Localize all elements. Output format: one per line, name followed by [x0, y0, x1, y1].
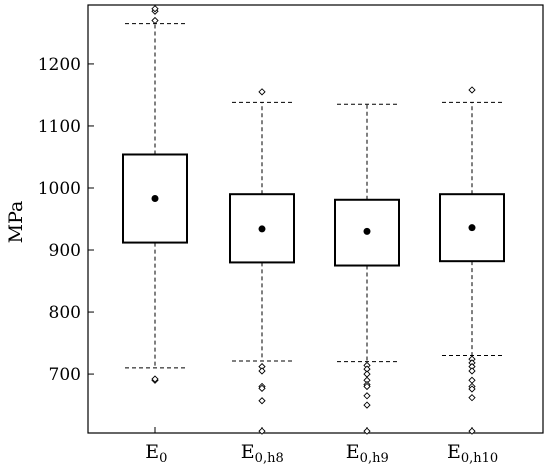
- outlier-point: [468, 385, 476, 393]
- outlier-point: [258, 367, 266, 375]
- mean-marker: [151, 195, 159, 203]
- outlier-point: [258, 88, 266, 96]
- outlier-point: [363, 401, 371, 409]
- x-tick-label: E0: [145, 441, 167, 465]
- y-tick-label: 1100: [38, 117, 81, 137]
- x-tick-label-subscript: 0,h10: [461, 451, 498, 465]
- outlier-point: [151, 5, 159, 13]
- outlier-point: [468, 394, 476, 402]
- box-group: [334, 103, 400, 435]
- outlier-point: [363, 370, 371, 378]
- x-tick-label-base: E: [145, 441, 159, 463]
- y-tick-label: 800: [49, 303, 81, 323]
- outlier-point: [468, 86, 476, 94]
- x-tick-label-subscript: 0,h8: [255, 451, 284, 465]
- x-tick-label-base: E: [346, 441, 360, 463]
- y-tick-label: 1000: [38, 179, 81, 199]
- y-axis-label: MPa: [5, 201, 27, 244]
- outlier-point: [363, 392, 371, 400]
- plot-frame: [87, 4, 544, 434]
- outlier-point: [468, 427, 476, 435]
- x-tick-label-subscript: 0: [159, 451, 167, 465]
- x-tick-label-base: E: [241, 441, 255, 463]
- outlier-point: [468, 376, 476, 384]
- y-axis: 700 800 900 1000 1100 1200: [38, 55, 94, 385]
- outlier-point: [258, 427, 266, 435]
- box-group: [122, 5, 188, 384]
- y-tick-label: 1200: [38, 55, 81, 75]
- x-tick-label: E0,h10: [447, 441, 498, 465]
- y-tick-label: 700: [49, 365, 81, 385]
- outlier-point: [151, 16, 159, 25]
- x-tick-label-base: E: [447, 441, 461, 463]
- mean-marker: [258, 225, 266, 233]
- outlier-point: [151, 375, 159, 383]
- y-tick-label: 900: [49, 241, 81, 261]
- boxes-layer: [122, 5, 505, 435]
- outlier-point: [258, 397, 266, 405]
- x-axis: E0 E0,h8 E0,h9 E0,h10: [145, 427, 498, 465]
- x-tick-label: E0,h8: [241, 441, 284, 465]
- outlier-point: [468, 367, 476, 375]
- outlier-point: [363, 427, 371, 435]
- box-group: [439, 86, 505, 435]
- mean-marker: [468, 224, 476, 232]
- outlier-point: [363, 382, 371, 391]
- outlier-point: [258, 384, 266, 392]
- box-group: [229, 88, 295, 435]
- x-tick-label: E0,h9: [346, 441, 389, 465]
- mean-marker: [363, 227, 371, 235]
- x-tick-label-subscript: 0,h9: [360, 451, 389, 465]
